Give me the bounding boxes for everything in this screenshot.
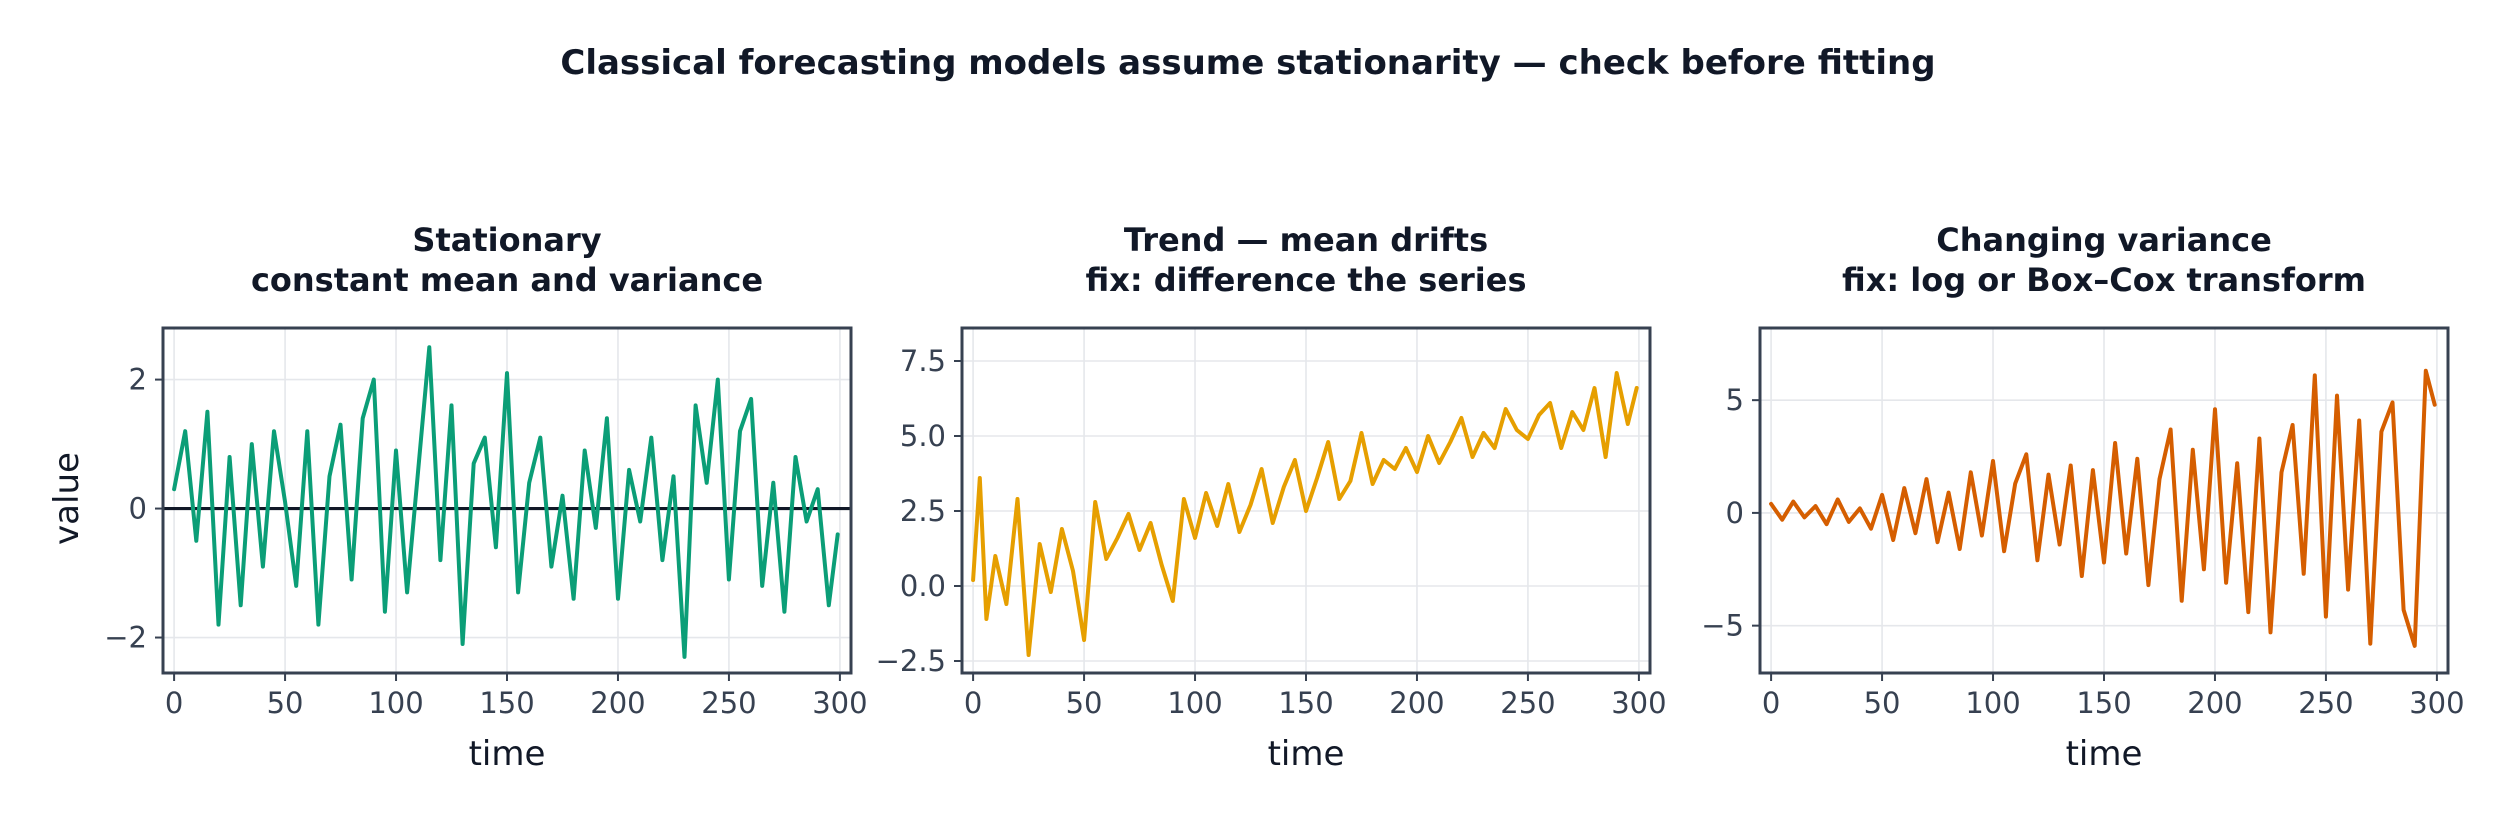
x-tick-label: 150 <box>1278 686 1333 720</box>
x-axis-label: time <box>469 734 546 774</box>
y-tick-label: 7.5 <box>900 344 946 378</box>
panel-title-line-2: fix: difference the series <box>1085 261 1526 299</box>
x-tick-label: 0 <box>165 686 183 720</box>
panel-title-line-1: Changing variance <box>1936 221 2272 259</box>
y-axis-label: value <box>47 452 87 545</box>
panel-3: 0 50 100 150 200 250 300 −5 0 5 Changing variancef… <box>1701 221 2464 774</box>
x-tick-label: 150 <box>479 686 534 720</box>
x-tick-label: 200 <box>590 686 645 720</box>
y-tick-label: 2.5 <box>900 494 946 528</box>
series-line <box>172 345 840 659</box>
x-axis-label: time <box>1268 734 1345 774</box>
x-tick-label: 100 <box>1167 686 1222 720</box>
x-tick-label: 50 <box>267 686 304 720</box>
y-tick-label: 5.0 <box>900 419 946 453</box>
figure-suptitle: Classical forecasting models assume stat… <box>560 43 1935 83</box>
x-tick-label: 100 <box>1965 686 2020 720</box>
series-line <box>1769 368 2437 648</box>
y-tick-label: 0.0 <box>900 569 946 603</box>
x-tick-label: 0 <box>1762 686 1780 720</box>
x-tick-label: 300 <box>812 686 867 720</box>
y-tick-label: 5 <box>1726 383 1744 417</box>
series-line <box>971 371 1639 657</box>
x-tick-label: 250 <box>2298 686 2353 720</box>
y-tick-label: 2 <box>129 363 147 397</box>
x-tick-label: 0 <box>964 686 982 720</box>
y-tick-label: −2 <box>104 621 147 655</box>
x-tick-label: 300 <box>1611 686 1666 720</box>
x-tick-label: 150 <box>2076 686 2131 720</box>
x-axis-label: time <box>2066 734 2143 774</box>
x-tick-label: 250 <box>701 686 756 720</box>
y-tick-label: 0 <box>1726 496 1744 530</box>
y-tick-label: −5 <box>1701 609 1744 643</box>
x-tick-label: 250 <box>1500 686 1555 720</box>
panel-title-line-1: Stationary <box>412 221 601 259</box>
panel-title-line-2: constant mean and variance <box>251 261 763 299</box>
panel-title-line-1: Trend — mean drifts <box>1124 221 1488 259</box>
y-tick-label: 0 <box>129 492 147 526</box>
x-tick-label: 200 <box>2187 686 2242 720</box>
x-tick-label: 300 <box>2409 686 2464 720</box>
y-tick-label: −2.5 <box>876 644 946 678</box>
x-tick-label: 50 <box>1066 686 1103 720</box>
x-tick-label: 50 <box>1864 686 1901 720</box>
panel-title-line-2: fix: log or Box–Cox transform <box>1842 261 2366 299</box>
x-tick-label: 200 <box>1389 686 1444 720</box>
x-tick-label: 100 <box>368 686 423 720</box>
panel-1: 0 50 100 150 200 250 300 −2 0 2 Stationaryconstant… <box>47 221 868 774</box>
panel-2: 0 50 100 150 200 250 300 −2.5 0.0 2.5 5.0 7.5 Trend … <box>876 221 1667 774</box>
